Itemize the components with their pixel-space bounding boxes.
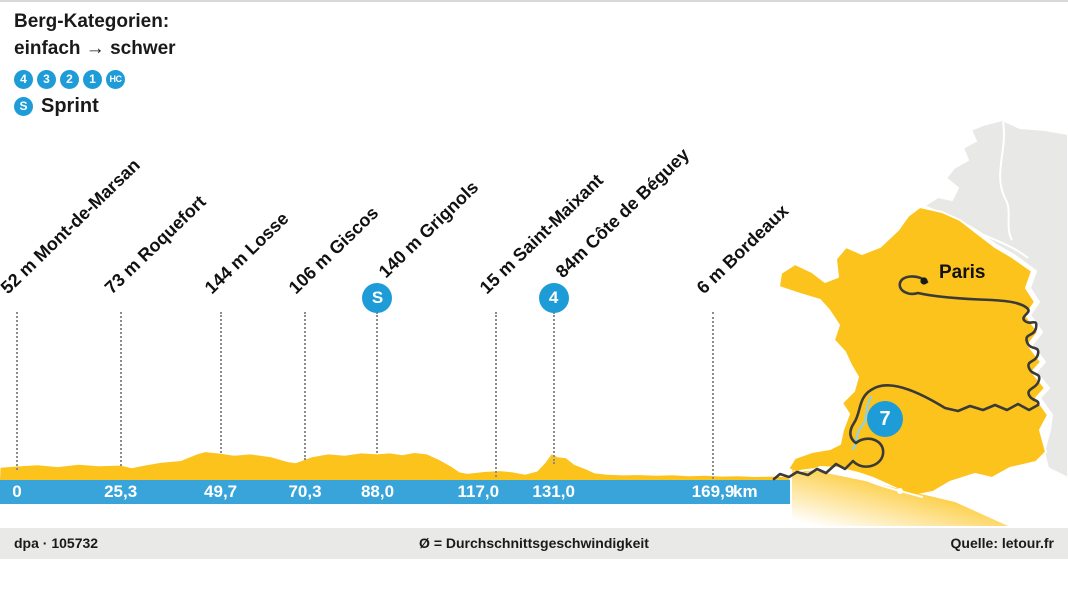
paris-label: Paris xyxy=(939,262,986,283)
sprint-label: Sprint xyxy=(41,95,99,117)
waypoint-dotted-line xyxy=(16,312,18,471)
waypoint-km: 117,0 xyxy=(457,482,500,501)
footer-bar: dpa · 105732 Ø = Durchschnittsgeschwindi… xyxy=(0,528,1068,559)
map-neighbour-countries xyxy=(923,119,1068,479)
map-south-border xyxy=(799,468,923,498)
waypoint-dotted-line xyxy=(303,312,306,460)
waypoint-km: 0 xyxy=(12,482,22,501)
waypoint-km: 131,0 xyxy=(532,482,575,501)
source-text: Quelle: letour.fr xyxy=(950,535,1054,551)
average-speed-note: Ø = Durchschnittsgeschwindigkeit xyxy=(419,535,649,551)
distance-bar xyxy=(0,480,790,504)
legend-title: Berg-Kategorien: xyxy=(14,11,170,32)
category-hc-badge: HC xyxy=(106,70,125,89)
waypoint-km: 25,3 xyxy=(104,482,138,501)
km-unit-label: km xyxy=(733,482,758,501)
waypoint-dotted-line xyxy=(495,312,498,478)
category-2-badge: 2 xyxy=(60,70,79,89)
legend-subtitle: einfach → schwer xyxy=(14,38,176,59)
top-divider xyxy=(0,0,1068,2)
waypoint-badge: 4 xyxy=(538,283,569,313)
category-4-badge: 4 xyxy=(14,70,33,89)
category-3-badge: 3 xyxy=(37,70,56,89)
waypoint-km: 88,0 xyxy=(360,482,395,501)
waypoint-dotted-line xyxy=(376,312,379,454)
waypoint-dotted-line xyxy=(552,312,555,465)
paris-dot xyxy=(920,277,928,285)
elevation-profile-area xyxy=(0,452,790,480)
map-fade xyxy=(792,466,1008,526)
waypoint-km: 169,9 xyxy=(691,482,735,501)
waypoint-dotted-line xyxy=(219,312,222,453)
map-route-line xyxy=(772,275,1041,481)
stage-number-badge: 7 xyxy=(867,401,903,437)
legend-category-badges: 4 3 2 1 HC xyxy=(14,70,176,89)
credit-text: dpa · 105732 xyxy=(14,535,99,551)
category-1-badge: 1 xyxy=(83,70,102,89)
waypoint-dotted-line xyxy=(712,312,714,479)
waypoint-dotted-line xyxy=(119,312,122,467)
waypoint-km: 70,3 xyxy=(288,482,322,501)
waypoint-km: 49,7 xyxy=(204,482,238,501)
legend: Berg-Kategorien: einfach → schwer 4 3 2 … xyxy=(14,8,176,118)
waypoint-badge: S xyxy=(362,283,393,313)
sprint-badge-icon: S xyxy=(14,97,33,116)
legend-sprint-row: S Sprint xyxy=(14,95,176,118)
